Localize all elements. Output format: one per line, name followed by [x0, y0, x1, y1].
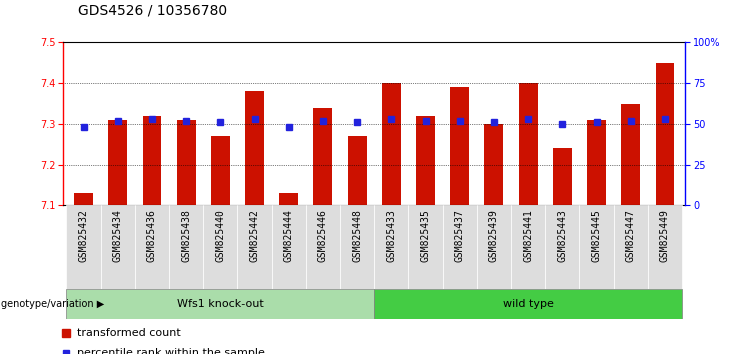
Bar: [272, 205, 306, 289]
Text: GSM825449: GSM825449: [660, 210, 670, 262]
Text: GSM825446: GSM825446: [318, 210, 328, 262]
Text: GSM825447: GSM825447: [625, 210, 636, 262]
Bar: [313, 108, 332, 205]
Bar: [135, 205, 169, 289]
Bar: [74, 193, 93, 205]
Text: GSM825435: GSM825435: [420, 210, 431, 262]
Bar: [67, 289, 374, 319]
Bar: [374, 205, 408, 289]
Bar: [442, 205, 476, 289]
Bar: [511, 205, 545, 289]
Bar: [142, 116, 162, 205]
Text: transformed count: transformed count: [77, 328, 181, 338]
Bar: [340, 205, 374, 289]
Text: genotype/variation ▶: genotype/variation ▶: [1, 298, 104, 309]
Bar: [656, 63, 674, 205]
Text: GSM825442: GSM825442: [250, 210, 259, 262]
Bar: [203, 205, 237, 289]
Bar: [374, 289, 682, 319]
Text: GSM825445: GSM825445: [591, 210, 602, 262]
Text: wild type: wild type: [502, 298, 554, 309]
Bar: [237, 205, 272, 289]
Bar: [614, 205, 648, 289]
Bar: [348, 136, 367, 205]
Bar: [519, 83, 537, 205]
Text: GSM825438: GSM825438: [181, 210, 191, 262]
Bar: [476, 205, 511, 289]
Bar: [485, 124, 503, 205]
Text: GSM825432: GSM825432: [79, 210, 88, 262]
Bar: [245, 91, 264, 205]
Bar: [382, 83, 401, 205]
Bar: [169, 205, 203, 289]
Text: GSM825436: GSM825436: [147, 210, 157, 262]
Text: GDS4526 / 10356780: GDS4526 / 10356780: [78, 4, 227, 18]
Bar: [451, 87, 469, 205]
Bar: [408, 205, 442, 289]
Text: GSM825434: GSM825434: [113, 210, 123, 262]
Bar: [579, 205, 614, 289]
Bar: [545, 205, 579, 289]
Text: percentile rank within the sample: percentile rank within the sample: [77, 348, 265, 354]
Bar: [587, 120, 606, 205]
Text: Wfs1 knock-out: Wfs1 knock-out: [177, 298, 264, 309]
Bar: [279, 193, 298, 205]
Bar: [176, 120, 196, 205]
Text: GSM825443: GSM825443: [557, 210, 568, 262]
Text: GSM825444: GSM825444: [284, 210, 293, 262]
Bar: [67, 205, 101, 289]
Text: GSM825439: GSM825439: [489, 210, 499, 262]
Text: GSM825437: GSM825437: [455, 210, 465, 262]
Bar: [553, 148, 572, 205]
Bar: [211, 136, 230, 205]
Bar: [101, 205, 135, 289]
Bar: [416, 116, 435, 205]
Bar: [648, 205, 682, 289]
Text: GSM825448: GSM825448: [352, 210, 362, 262]
Text: GSM825433: GSM825433: [386, 210, 396, 262]
Bar: [306, 205, 340, 289]
Bar: [108, 120, 127, 205]
Text: GSM825441: GSM825441: [523, 210, 533, 262]
Bar: [621, 104, 640, 205]
Text: GSM825440: GSM825440: [216, 210, 225, 262]
